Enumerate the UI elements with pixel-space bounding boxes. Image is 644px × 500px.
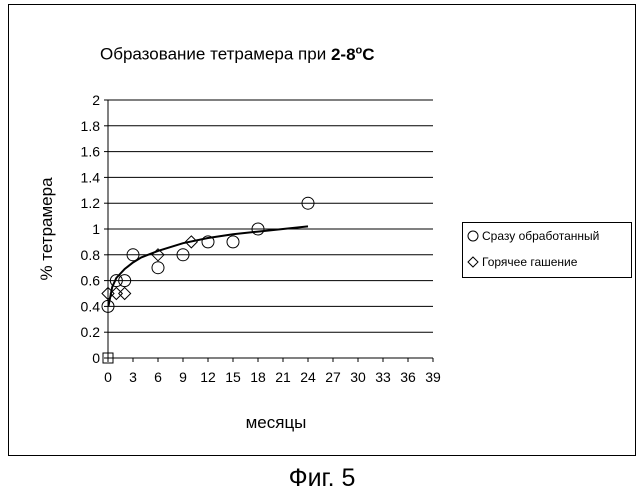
legend-item-immediate: Сразу обработанный — [467, 229, 599, 243]
x-axis-label: месяцы — [246, 413, 307, 432]
x-tick-label: 15 — [225, 369, 241, 385]
y-tick-label: 1.8 — [81, 118, 101, 134]
y-tick-label: 0.6 — [81, 273, 101, 289]
x-tick-label: 12 — [200, 369, 216, 385]
y-tick-label: 1.2 — [81, 195, 101, 211]
data-point-circle — [152, 262, 164, 274]
y-axis-label: % тетрамера — [37, 177, 56, 281]
y-tick-label: 1.6 — [81, 144, 101, 160]
y-tick-label: 2 — [92, 92, 100, 108]
x-tick-label: 36 — [400, 369, 416, 385]
legend-label-immediate: Сразу обработанный — [482, 229, 599, 243]
y-tick-label: 0.8 — [81, 247, 101, 263]
y-tick-label: 0 — [92, 350, 100, 366]
x-tick-label: 39 — [425, 369, 441, 385]
legend: Сразу обработанный Горячее гашение — [462, 222, 632, 278]
x-tick-label: 27 — [325, 369, 341, 385]
x-tick-label: 3 — [129, 369, 137, 385]
x-tick-label: 21 — [275, 369, 291, 385]
trendline — [108, 226, 308, 306]
legend-item-hot-quench: Горячее гашение — [467, 255, 577, 269]
x-tick-label: 33 — [375, 369, 391, 385]
legend-circle-marker-icon — [467, 230, 479, 242]
x-tick-label: 24 — [300, 369, 316, 385]
x-tick-label: 9 — [179, 369, 187, 385]
y-tick-label: 0.4 — [81, 298, 101, 314]
legend-label-hot-quench: Горячее гашение — [482, 255, 577, 269]
x-tick-label: 30 — [350, 369, 366, 385]
x-tick-label: 6 — [154, 369, 162, 385]
y-tick-label: 1.4 — [81, 169, 101, 185]
data-point-diamond — [119, 288, 131, 300]
y-tick-label: 0.2 — [81, 324, 101, 340]
y-tick-label: 1 — [92, 221, 100, 237]
x-tick-label: 18 — [250, 369, 266, 385]
data-point-circle — [227, 236, 239, 248]
figure-caption: Фиг. 5 — [0, 464, 644, 493]
legend-diamond-marker-icon — [467, 256, 479, 268]
x-tick-label: 0 — [104, 369, 112, 385]
